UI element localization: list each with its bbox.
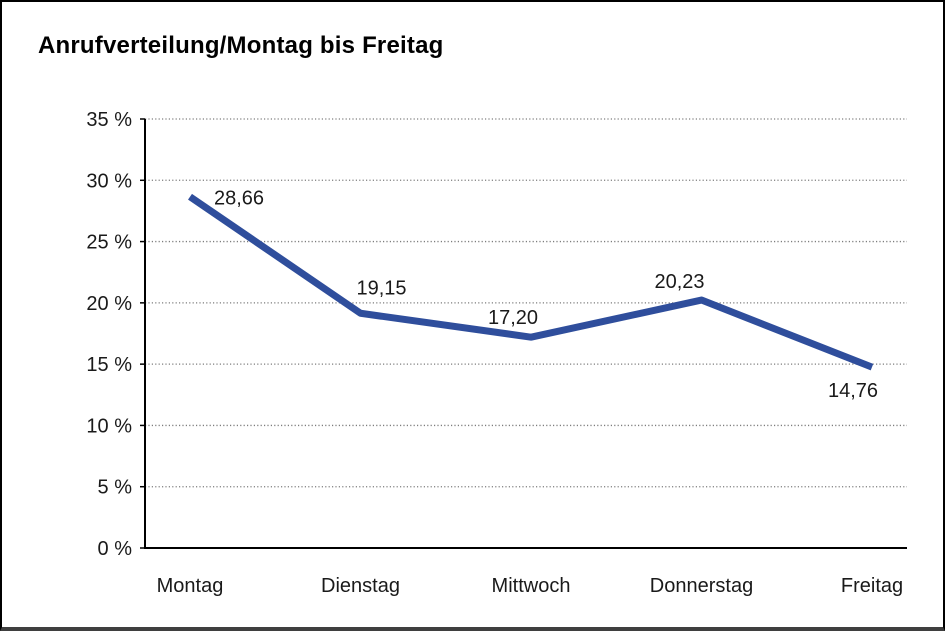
y-tick-label: 10 %: [86, 415, 132, 437]
data-point-label: 14,76: [828, 380, 878, 402]
x-category-label: Dienstag: [321, 575, 400, 597]
data-point-label: 20,23: [655, 271, 705, 293]
x-category-label: Freitag: [841, 575, 903, 597]
data-point-label: 28,66: [214, 188, 264, 210]
y-tick-label: 5 %: [98, 477, 133, 499]
data-line: [188, 193, 874, 371]
y-tick-label: 35 %: [86, 109, 132, 131]
y-tick-label: 0 %: [98, 538, 133, 560]
data-point-label: 17,20: [488, 307, 538, 329]
y-tick-label: 20 %: [86, 293, 132, 315]
y-tick-label: 25 %: [86, 232, 132, 254]
x-category-label: Montag: [157, 575, 224, 597]
chart-title: Anrufverteilung/Montag bis Freitag: [38, 32, 444, 59]
y-tick-label: 30 %: [86, 170, 132, 192]
y-tick-label: 15 %: [86, 354, 132, 376]
data-point-label: 19,15: [357, 277, 407, 299]
x-category-label: Donnerstag: [650, 575, 753, 597]
x-category-label: Mittwoch: [492, 575, 571, 597]
